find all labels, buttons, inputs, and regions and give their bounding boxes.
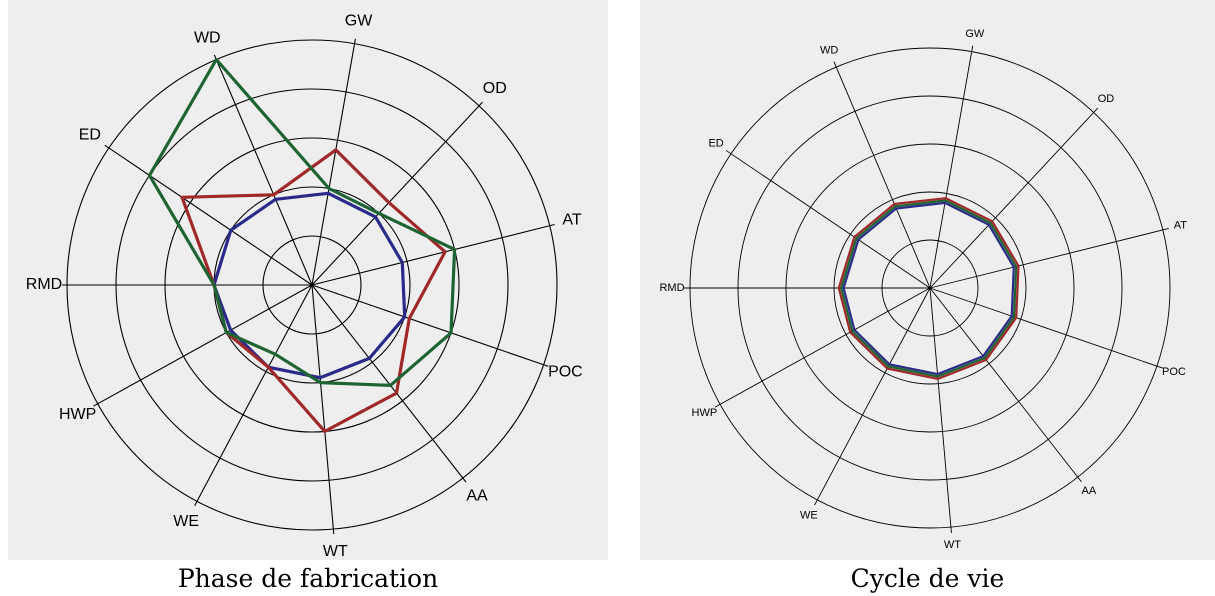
chart-caption: Cycle de vie <box>850 564 1005 593</box>
axis-label: POC <box>548 363 583 380</box>
axis-line <box>833 61 931 289</box>
axis-label: HWP <box>692 407 718 419</box>
axis-line <box>929 287 1082 483</box>
axis-label: AT <box>1174 219 1188 231</box>
axis-label: POC <box>1162 366 1186 378</box>
radar-plot-area: GW OD AT POC AA WT WE HWP RMD ED WD <box>659 28 1188 551</box>
axis-label: WE <box>800 510 818 522</box>
radar-chart-phase-fabrication: GW OD AT POC AA WT WE HWP RMD ED WD <box>8 0 608 560</box>
axis-label: GW <box>965 28 985 40</box>
series-polygon-0 <box>842 201 1015 376</box>
axis-line <box>714 287 931 408</box>
axis-label: OD <box>483 80 507 97</box>
axis-label: ED <box>708 138 723 150</box>
axis-line <box>311 101 483 286</box>
series-polygon-1 <box>180 148 447 433</box>
axis-line <box>311 284 467 483</box>
axis-label: HWP <box>59 406 96 423</box>
axis-line <box>194 284 313 506</box>
axis-label: GW <box>345 12 373 29</box>
axis-line <box>929 45 974 289</box>
axis-line <box>104 144 313 286</box>
axis-line <box>929 228 1169 289</box>
axis-line <box>311 284 335 535</box>
axis-label: AA <box>1081 485 1096 497</box>
radar-plot-area: GW OD AT POC AA WT WE HWP RMD ED WD <box>26 12 583 560</box>
axis-label: AA <box>466 487 488 504</box>
axis-label: WD <box>820 44 838 56</box>
axis-label: WT <box>323 543 348 560</box>
axis-label: OD <box>1098 93 1115 105</box>
axis-line <box>725 150 931 289</box>
axis-line <box>93 284 313 407</box>
axis-line <box>311 223 555 286</box>
axis-line <box>929 287 1163 369</box>
axis-label: WE <box>173 513 199 530</box>
axis-line <box>814 287 931 506</box>
axis-label: WT <box>944 539 961 551</box>
axis-line <box>213 54 313 286</box>
chart-caption: Phase de fabrication <box>177 564 439 593</box>
axis-line <box>311 38 356 286</box>
axis-line <box>929 287 952 534</box>
series-polygon-2 <box>147 57 457 387</box>
series-polygon-2 <box>837 197 1020 380</box>
axis-label: WD <box>194 30 221 47</box>
axis-label: RMD <box>659 282 684 294</box>
radar-chart-cycle-de-vie: GW OD AT POC AA WT WE HWP RMD ED WD <box>640 0 1215 560</box>
axis-label: ED <box>79 126 101 143</box>
axis-line <box>311 284 549 367</box>
axis-label: AT <box>562 211 581 228</box>
axis-line <box>929 107 1099 289</box>
series-polygon-0 <box>212 191 407 380</box>
axis-label: RMD <box>26 276 62 293</box>
series-polygon-1 <box>840 199 1018 378</box>
